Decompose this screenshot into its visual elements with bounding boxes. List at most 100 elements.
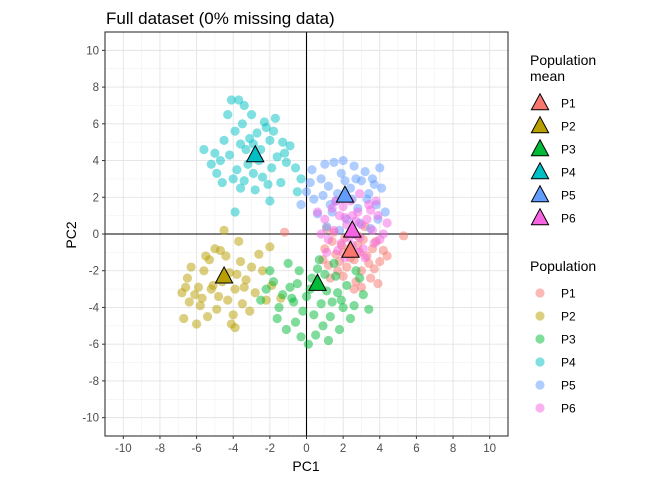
data-point-p2 [213, 291, 224, 302]
data-point-p3 [292, 278, 302, 289]
data-point-p4 [248, 168, 258, 178]
data-point-p6 [327, 203, 337, 213]
data-point-p1 [279, 227, 290, 237]
data-point-p2 [190, 290, 200, 300]
data-point-p4 [265, 135, 275, 145]
data-point-p3 [256, 295, 266, 305]
data-point-p3 [342, 280, 352, 291]
data-point-p2 [184, 297, 194, 307]
data-point-p3 [314, 255, 324, 265]
data-point-p3 [355, 273, 365, 283]
data-point-p5 [338, 155, 348, 166]
data-point-p4 [212, 168, 222, 178]
x-tick-label: -8 [155, 443, 165, 455]
data-point-p3 [281, 324, 291, 335]
y-tick-label: -8 [89, 376, 99, 388]
data-point-p4 [199, 144, 209, 155]
mean-marker-p5 [335, 185, 355, 203]
data-point-p1 [356, 282, 367, 292]
data-point-p2 [223, 295, 233, 305]
x-tick-label: 2 [340, 443, 346, 455]
data-point-p5 [316, 174, 326, 184]
legend-key-triangle [530, 184, 550, 203]
data-point-p5 [369, 179, 379, 190]
data-point-p4 [239, 100, 249, 111]
data-point-p6 [382, 218, 392, 228]
data-point-p2 [201, 251, 211, 261]
data-point-p3 [327, 297, 337, 307]
data-point-p3 [283, 258, 293, 268]
data-point-p3 [303, 339, 313, 349]
data-point-p2 [197, 293, 207, 303]
data-point-p3 [272, 313, 282, 324]
data-point-p5 [305, 177, 315, 188]
y-axis-title: PC2 [63, 221, 79, 248]
data-point-p2 [257, 266, 268, 276]
data-point-p2 [234, 236, 244, 246]
mean-marker-p1 [341, 240, 360, 258]
x-tick-label: -10 [115, 443, 132, 455]
data-point-p3 [351, 266, 361, 276]
y-tick-label: 0 [93, 229, 99, 241]
data-point-p3 [290, 317, 301, 327]
data-point-p2 [193, 282, 204, 292]
data-point-p3 [312, 264, 323, 274]
legend-label: P5 [561, 379, 576, 393]
y-tick-label: -4 [89, 302, 100, 314]
legend-key-triangle [530, 207, 550, 226]
data-point-p6 [336, 238, 346, 248]
legend-label: P2 [561, 120, 576, 134]
data-point-p2 [232, 269, 242, 279]
data-point-p3 [301, 291, 312, 302]
legend-label: P5 [561, 189, 576, 203]
data-point-p4 [239, 176, 249, 186]
data-point-p3 [287, 293, 297, 303]
data-point-p3 [265, 266, 275, 276]
x-tick-label: -2 [265, 443, 275, 455]
data-point-p3 [345, 313, 356, 324]
data-point-p3 [278, 290, 288, 300]
data-point-p3 [333, 288, 343, 298]
data-point-p1 [349, 284, 359, 294]
data-point-p6 [355, 189, 365, 199]
data-point-p4 [267, 163, 277, 173]
mean-marker-p3 [308, 273, 327, 291]
data-point-p1 [382, 251, 392, 261]
legend-label: P4 [561, 356, 576, 370]
data-point-p2 [219, 225, 229, 235]
x-tick-label: 10 [483, 443, 496, 455]
data-point-p2 [212, 304, 222, 314]
data-point-p5 [345, 183, 356, 193]
data-point-p3 [323, 335, 334, 346]
data-point-p3 [334, 324, 345, 335]
data-point-p4 [237, 119, 247, 129]
data-point-p5 [301, 187, 312, 197]
data-point-p3 [318, 321, 328, 331]
legend-label: P3 [561, 333, 576, 347]
data-point-p4 [250, 185, 260, 195]
data-point-p5 [340, 176, 350, 186]
data-point-p2 [239, 282, 249, 292]
data-point-p2 [191, 319, 202, 329]
data-point-p6 [347, 211, 357, 221]
data-point-p4 [215, 155, 226, 166]
data-point-p2 [182, 273, 193, 283]
legend-key-triangle [530, 115, 550, 134]
data-point-p3 [309, 310, 319, 320]
data-point-p6 [367, 225, 378, 235]
data-point-p5 [296, 200, 306, 210]
data-point-p4 [210, 148, 220, 158]
legend-key-triangle [530, 138, 550, 157]
data-point-p3 [285, 282, 295, 292]
legend-key-circle [535, 288, 545, 298]
data-point-p4 [230, 126, 240, 136]
data-point-p6 [320, 214, 330, 224]
data-point-p4 [223, 110, 233, 120]
plot-grid [104, 31, 509, 437]
data-point-p6 [375, 234, 385, 245]
legend-label: P6 [561, 402, 576, 416]
y-tick-label: 10 [86, 45, 99, 57]
data-point-p4 [232, 165, 242, 175]
mean-marker-p2 [214, 265, 234, 284]
data-point-p1 [369, 264, 379, 274]
